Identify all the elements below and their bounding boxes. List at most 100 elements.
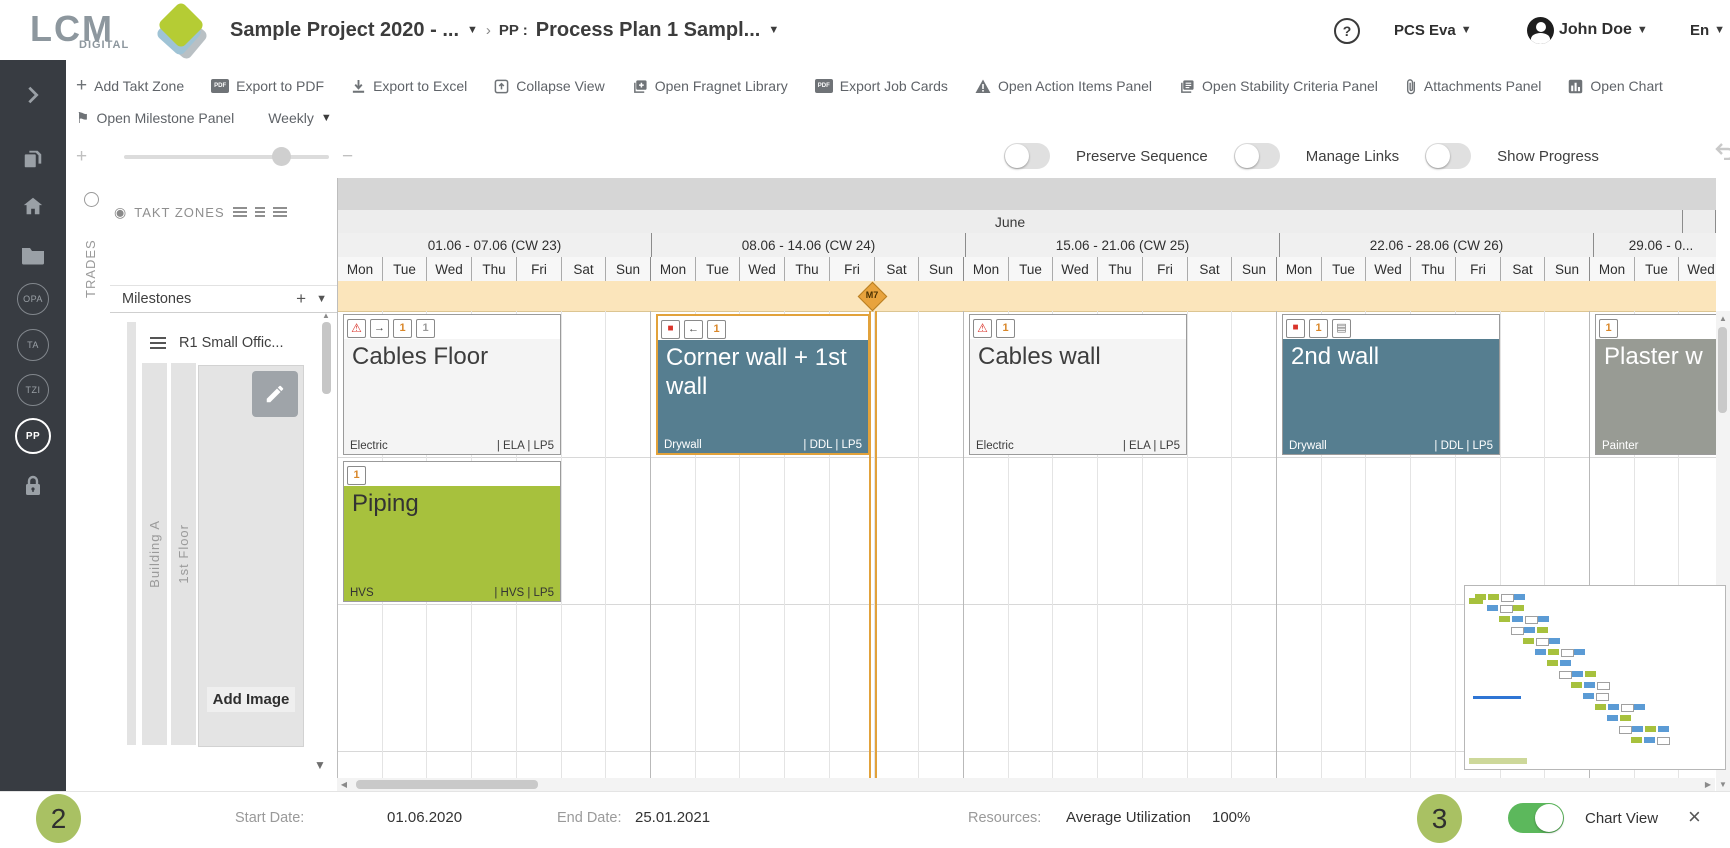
- help-icon[interactable]: ?: [1334, 18, 1360, 44]
- plan-selector[interactable]: Process Plan 1 Sampl...: [535, 18, 761, 41]
- panel-scrollbar[interactable]: ▲: [320, 311, 332, 421]
- task-card-cables-floor[interactable]: ⚠ → 1 1 Cables Floor Electric | ELA | LP5: [343, 314, 561, 455]
- trades-radio-icon[interactable]: [84, 192, 99, 207]
- zone-floor-bar[interactable]: 1st Floor: [171, 363, 196, 745]
- task-card-2nd-wall[interactable]: ■ 1 ▤ 2nd wall Drywall | DDL | LP5: [1282, 314, 1500, 455]
- toolbar-collapse-view[interactable]: Collapse View: [494, 78, 605, 94]
- zoom-slider[interactable]: [124, 147, 329, 166]
- milestones-row[interactable]: Milestones + ▼: [110, 285, 337, 313]
- show-progress-toggle[interactable]: [1425, 143, 1472, 169]
- horizontal-scrollbar-thumb[interactable]: [356, 780, 538, 789]
- day-header: Sat: [1188, 257, 1232, 282]
- org-menu[interactable]: PCS Eva ▼: [1394, 0, 1472, 60]
- day-header: Fri: [1456, 257, 1501, 282]
- takt-zones-header: ◉ TAKT ZONES: [114, 198, 332, 226]
- panel-scrollbar-thumb[interactable]: [321, 322, 331, 394]
- day-header: Sun: [919, 257, 964, 282]
- plan-overview-minimap[interactable]: [1464, 585, 1726, 770]
- takt-zones-radio-icon[interactable]: ◉: [114, 203, 127, 220]
- chart-view-toggle[interactable]: [1508, 803, 1564, 833]
- scroll-up-icon[interactable]: ▲: [1719, 313, 1727, 323]
- toolbar-export-to-excel[interactable]: Export to Excel: [351, 78, 467, 94]
- toolbar-open-chart[interactable]: Open Chart: [1568, 78, 1663, 94]
- collapse-milestones-icon[interactable]: ▼: [316, 293, 327, 305]
- zone-building-bar[interactable]: Building A: [142, 363, 167, 745]
- scroll-down-icon[interactable]: ▼: [1719, 779, 1727, 789]
- scroll-right-icon[interactable]: ▶: [1704, 780, 1712, 789]
- horizontal-scrollbar[interactable]: ◀ ▶: [337, 778, 1715, 791]
- manage-links-toggle[interactable]: [1233, 143, 1280, 169]
- sort-icon[interactable]: [232, 207, 247, 209]
- task-card-cables-wall[interactable]: ⚠ 1 Cables wall Electric | ELA | LP5: [969, 314, 1187, 455]
- add-milestone-icon[interactable]: +: [296, 289, 307, 308]
- sidebar-item-tzi-module[interactable]: TZI: [0, 367, 66, 413]
- minimap-bar: [1549, 638, 1560, 644]
- chevron-down-icon[interactable]: ▼: [768, 24, 780, 36]
- toolbar-button-label: Open Fragnet Library: [654, 78, 788, 94]
- toolbar-weekly[interactable]: Weekly ▼: [268, 110, 332, 126]
- trades-tab[interactable]: TRADES: [80, 192, 106, 312]
- sidebar-item-project-copies[interactable]: [0, 138, 66, 184]
- add-image-button[interactable]: Add Image: [207, 687, 295, 712]
- preserve-sequence-toggle[interactable]: [1004, 143, 1050, 169]
- sidebar-item-opa-module[interactable]: OPA: [0, 276, 66, 322]
- user-menu[interactable]: John Doe ▼: [1527, 0, 1648, 60]
- close-icon[interactable]: ×: [1688, 804, 1701, 829]
- scroll-up-icon[interactable]: ▲: [322, 311, 330, 320]
- toolbar-attachments-panel[interactable]: Attachments Panel: [1405, 78, 1541, 95]
- task-card-corner-wall-1st-wall[interactable]: ■ ← 1 Corner wall + 1st wall Drywall | DDL | …: [656, 314, 870, 455]
- minimap-bar: [1619, 726, 1632, 734]
- sidebar-item-expand-sidebar[interactable]: [0, 74, 66, 120]
- language-menu[interactable]: En ▼: [1690, 0, 1725, 60]
- filter-icon[interactable]: [254, 207, 265, 209]
- panel-collapse-icon[interactable]: ▼: [314, 758, 326, 772]
- grid-day-column: [1143, 311, 1188, 778]
- toolbar-open-stability-criteria-panel[interactable]: Open Stability Criteria Panel: [1179, 78, 1378, 94]
- toolbar-open-fragnet-library[interactable]: Open Fragnet Library: [632, 78, 788, 94]
- zone-name[interactable]: R1 Small Offic...: [179, 335, 284, 351]
- toolbar-button-label: Export Job Cards: [839, 78, 948, 94]
- card-badges: ■ ← 1: [658, 316, 868, 340]
- card-footer: Drywall | DDL | LP5: [658, 436, 868, 453]
- toolbar-open-milestone-panel[interactable]: ⚑ Open Milestone Panel: [76, 109, 234, 127]
- minimap-bar: [1572, 671, 1583, 677]
- minimap-bar: [1574, 649, 1585, 655]
- sidebar-item-lock[interactable]: [0, 465, 66, 511]
- resources-label: Resources:: [968, 810, 1042, 826]
- sidebar-item-ta-module[interactable]: TA: [0, 322, 66, 368]
- grid-day-column: [606, 311, 651, 778]
- count-badge: 1: [996, 318, 1015, 338]
- task-card-piping[interactable]: 1 Piping HVS | HVS | LP5: [343, 461, 561, 602]
- zoom-out-icon[interactable]: −: [342, 146, 354, 167]
- project-selector[interactable]: Sample Project 2020 - ...: [230, 18, 459, 41]
- milestone-m7-marker[interactable]: M7: [857, 281, 888, 312]
- toolbar-open-action-items-panel[interactable]: Open Action Items Panel: [975, 78, 1152, 94]
- minimap-bar: [1561, 649, 1574, 657]
- card-title: 2nd wall: [1283, 339, 1499, 437]
- undo-icon[interactable]: [1714, 142, 1730, 165]
- lcm-logo[interactable]: LCM DIGITAL: [30, 0, 209, 61]
- toolbar-export-to-pdf[interactable]: PDF Export to PDF: [211, 78, 324, 94]
- day-header: Tue: [383, 257, 427, 282]
- task-card-plaster-w[interactable]: 1 Plaster w Painter: [1595, 314, 1716, 455]
- sidebar-item-home[interactable]: [0, 185, 66, 231]
- chevron-down-icon[interactable]: ▼: [467, 24, 478, 36]
- card-title: Piping: [344, 486, 560, 584]
- scroll-left-icon[interactable]: ◀: [340, 780, 348, 789]
- start-date-label: Start Date:: [235, 810, 305, 826]
- sidebar-item-projects-folder[interactable]: [0, 234, 66, 280]
- edit-zone-icon[interactable]: [252, 371, 298, 417]
- zone-image-placeholder: Add Image: [198, 365, 304, 747]
- vertical-scrollbar-thumb[interactable]: [1718, 327, 1727, 413]
- minimap-bar: [1645, 726, 1656, 732]
- grid-day-column: [1545, 311, 1590, 778]
- drag-handle-icon[interactable]: [150, 337, 166, 339]
- zoom-slider-thumb[interactable]: [272, 147, 291, 166]
- list-settings-icon[interactable]: [272, 207, 287, 209]
- sidebar-item-pp-module[interactable]: PP: [0, 413, 66, 459]
- toolbar-export-job-cards[interactable]: PDF Export Job Cards: [814, 78, 948, 94]
- zone-row-header[interactable]: R1 Small Offic...: [150, 330, 330, 356]
- toolbar-add-takt-zone[interactable]: + Add Takt Zone: [76, 76, 184, 95]
- zoom-in-icon[interactable]: +: [76, 146, 88, 167]
- day-header: Fri: [830, 257, 875, 282]
